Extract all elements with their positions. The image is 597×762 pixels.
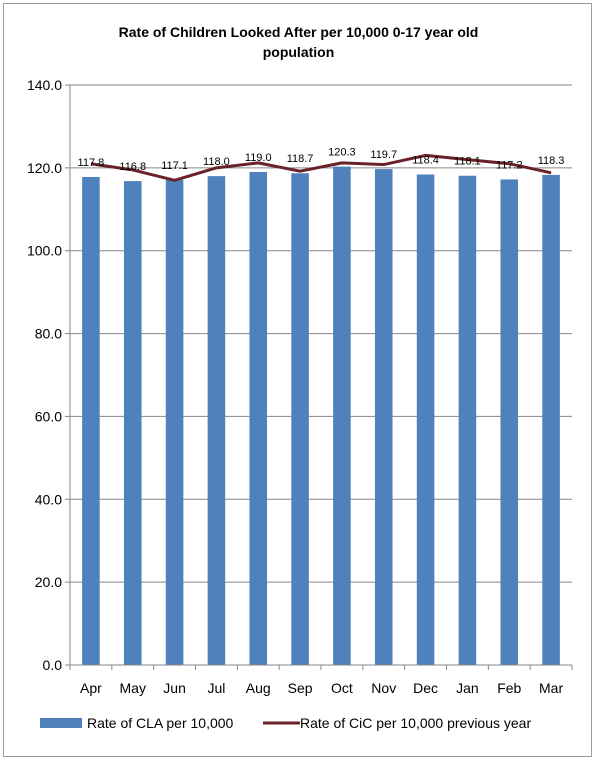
- data-label: 118.1: [454, 156, 481, 168]
- bar: [458, 175, 477, 665]
- bar: [333, 166, 351, 665]
- bar: [249, 172, 268, 665]
- x-tick-label: Jul: [207, 680, 225, 696]
- legend-label: Rate of CLA per 10,000: [87, 715, 234, 731]
- x-tick-label: Oct: [331, 680, 353, 696]
- chart-title-line1: Rate of Children Looked After per 10,000…: [118, 24, 479, 40]
- x-tick-label: Nov: [371, 680, 396, 696]
- chart-title-line2: population: [262, 44, 335, 60]
- bar: [542, 174, 560, 665]
- data-label: 120.3: [328, 147, 356, 159]
- x-tick-label: Mar: [539, 680, 563, 696]
- y-tick-label: 0.0: [43, 657, 63, 673]
- chart-title: Rate of Children Looked After per 10,000…: [0, 22, 597, 62]
- x-tick-label: Dec: [413, 680, 438, 696]
- data-label: 118.3: [538, 155, 565, 167]
- bar: [207, 176, 226, 665]
- y-tick-label: 40.0: [35, 491, 62, 507]
- data-labels: 117.8 116.8 117.1 118.0 119.0 118.7 120.3 119.7…: [78, 147, 565, 174]
- y-tick-label: 60.0: [35, 408, 62, 424]
- data-label: 119.7: [370, 149, 397, 161]
- data-label: 117.1: [161, 160, 188, 172]
- bar: [416, 174, 435, 665]
- line-series: [90, 153, 552, 182]
- legend-swatch-bar: [40, 718, 82, 728]
- y-tick-label: 80.0: [35, 326, 62, 342]
- data-label: 116.8: [119, 161, 146, 173]
- x-tick-label: Jun: [163, 680, 186, 696]
- axes: [69, 85, 573, 670]
- bar: [291, 173, 309, 665]
- bar: [123, 181, 142, 665]
- x-tick-label: Feb: [497, 680, 521, 696]
- y-tick-label: 20.0: [35, 574, 62, 590]
- bar: [500, 179, 519, 665]
- data-label: 117.8: [78, 157, 105, 169]
- data-label: 119.0: [245, 152, 272, 164]
- x-tick-label: Jan: [456, 680, 479, 696]
- bar: [374, 169, 393, 665]
- y-tick-labels: 0.0 20.0 40.0 60.0 80.0 100.0 120.0 140.0: [27, 77, 62, 673]
- data-label: 117.2: [496, 159, 523, 171]
- y-tick-label: 140.0: [27, 77, 62, 93]
- bar: [165, 179, 184, 665]
- y-tick-label: 100.0: [27, 243, 62, 259]
- x-tick-label: Aug: [246, 680, 271, 696]
- data-label: 118.4: [412, 154, 439, 166]
- x-tick-label: Sep: [288, 680, 313, 696]
- y-tick-label: 120.0: [27, 160, 62, 176]
- x-tick-labels: Apr May Jun Jul Aug Sep Oct Nov Dec Jan Feb Mar: [80, 680, 563, 696]
- x-tick-label: May: [120, 680, 146, 696]
- series-line: [90, 153, 552, 182]
- bars: [82, 166, 560, 665]
- data-label: 118.7: [287, 153, 314, 165]
- bar: [82, 176, 100, 665]
- x-tick-label: Apr: [80, 680, 102, 696]
- legend: Rate of CLA per 10,000 Rate of CiC per 10…: [40, 715, 531, 731]
- legend-label: Rate of CiC per 10,000 previous year: [300, 715, 531, 731]
- data-label: 118.0: [203, 156, 230, 168]
